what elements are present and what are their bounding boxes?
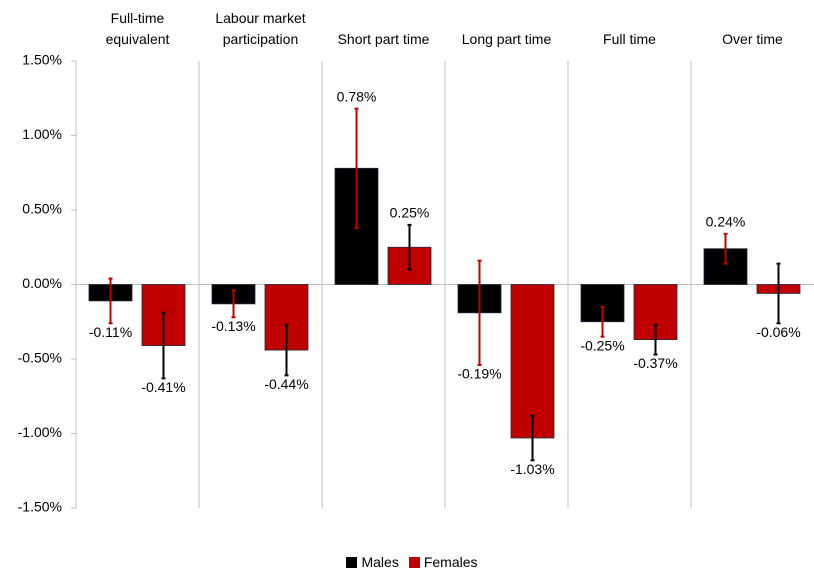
category-label: Full-time equivalent [105,10,170,47]
error-bar [600,305,605,338]
data-label: -0.19% [457,366,501,382]
legend: Males Females [0,554,814,570]
y-tick-label: 1.50% [22,52,62,68]
error-bar [108,277,113,325]
error-bar [776,262,781,325]
data-label: -0.13% [211,318,255,334]
bar [510,284,555,439]
legend-swatch [408,556,420,568]
category-label: Short part time [337,31,430,47]
y-tick-label: 0.00% [22,275,62,291]
data-label: -1.03% [510,461,554,477]
error-bar [477,259,482,366]
error-bar [354,107,359,229]
y-tick-label: 0.50% [22,201,62,217]
data-label: -0.11% [89,324,132,340]
data-label: 0.24% [706,214,746,230]
category-label: Long part time [461,31,552,47]
y-tick-label: -1.00% [18,424,62,440]
data-label: 0.25% [390,205,430,221]
y-tick-label: 1.00% [22,126,62,142]
data-label: -0.37% [633,355,677,371]
legend-label: Males [361,554,399,570]
data-label: -0.25% [580,337,624,353]
category-label: Labour market participation [215,10,306,47]
error-bar [161,311,166,380]
data-label: -0.06% [756,324,800,340]
data-label: -0.44% [264,376,308,392]
error-bar [723,232,728,265]
legend-label: Females [423,554,478,570]
error-bar [653,323,658,356]
error-bar [284,323,289,377]
error-bar [530,414,535,462]
legend-swatch [346,556,358,568]
error-bar [231,289,236,319]
error-bar [407,223,412,271]
y-tick-label: -1.50% [18,499,62,515]
category-label: Over time [722,31,783,47]
data-label: 0.78% [337,88,377,104]
y-tick-label: -0.50% [18,350,62,366]
data-label: -0.41% [141,379,185,395]
category-label: Full time [603,31,656,47]
